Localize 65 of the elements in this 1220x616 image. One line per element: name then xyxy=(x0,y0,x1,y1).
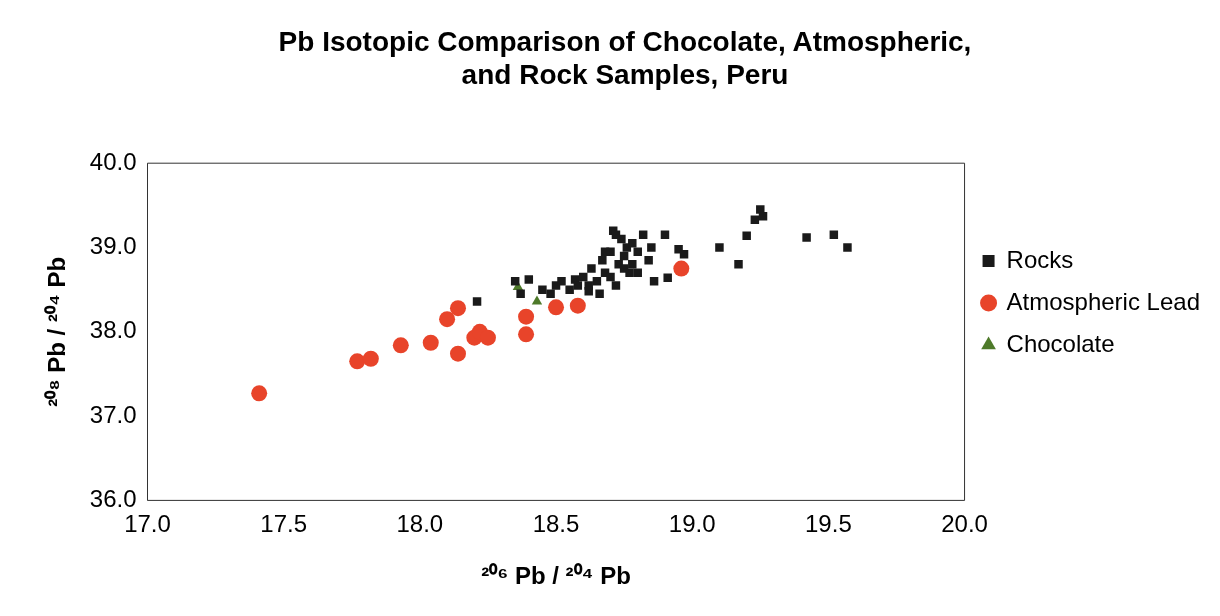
point xyxy=(524,275,534,284)
point xyxy=(843,243,852,252)
point xyxy=(557,276,566,286)
legend-label: Rocks xyxy=(1006,245,1074,273)
point xyxy=(449,300,466,317)
point xyxy=(715,243,724,252)
legend-label: Atmospheric Lead xyxy=(1006,287,1201,315)
point xyxy=(392,337,409,354)
y-tick-label: 40.0 xyxy=(89,147,137,175)
point xyxy=(734,260,743,269)
point xyxy=(595,289,604,299)
y-tick-label: 39.0 xyxy=(89,232,137,260)
point xyxy=(673,260,690,277)
point xyxy=(598,255,607,265)
point xyxy=(579,272,588,282)
point xyxy=(628,260,637,269)
point xyxy=(628,239,637,248)
y-tick-label: 37.0 xyxy=(89,400,137,428)
point xyxy=(663,273,672,283)
point xyxy=(611,281,621,290)
point xyxy=(518,308,535,325)
point xyxy=(531,295,543,305)
x-tick-label: 20.0 xyxy=(941,510,988,538)
point xyxy=(449,345,466,362)
point xyxy=(565,285,574,294)
y-tick-label: 36.0 xyxy=(89,485,137,513)
point xyxy=(516,289,525,299)
point xyxy=(573,281,583,290)
point xyxy=(633,268,642,278)
point xyxy=(750,215,760,224)
point xyxy=(742,231,751,240)
y-tick-label: 38.0 xyxy=(89,316,137,344)
point xyxy=(647,243,656,252)
point xyxy=(758,212,768,221)
point xyxy=(633,247,642,256)
point xyxy=(587,264,596,273)
point xyxy=(644,255,653,265)
x-tick-label: 18.5 xyxy=(532,510,580,538)
y-axis-title: ²⁰⁸ Pb / ²⁰⁴ Pb xyxy=(43,256,71,407)
point xyxy=(538,285,547,294)
point xyxy=(362,350,379,367)
point xyxy=(546,289,555,299)
point xyxy=(619,264,629,273)
x-tick-label: 19.5 xyxy=(805,510,852,538)
point xyxy=(584,287,593,296)
point xyxy=(439,311,456,328)
text: Pb Isotopic Comparison of Chocolate, Atmospheric, xyxy=(278,25,972,57)
point xyxy=(606,272,615,282)
x-tick-label: 17.0 xyxy=(124,510,171,538)
point xyxy=(518,326,535,343)
point xyxy=(251,385,268,402)
x-tick-label: 17.5 xyxy=(260,510,308,538)
point xyxy=(422,334,439,351)
legend-label: Chocolate xyxy=(1006,329,1115,357)
x-axis-title: ²⁰⁶ Pb / ²⁰⁴ Pb xyxy=(481,562,631,590)
point xyxy=(569,297,586,314)
point xyxy=(472,297,482,306)
point xyxy=(349,353,366,370)
point xyxy=(548,299,565,316)
x-tick-label: 19.0 xyxy=(668,510,716,538)
text: and Rock Samples, Peru xyxy=(461,59,789,91)
x-tick-label: 18.0 xyxy=(396,510,444,538)
point xyxy=(600,247,610,256)
point xyxy=(479,329,496,346)
point xyxy=(802,233,811,242)
